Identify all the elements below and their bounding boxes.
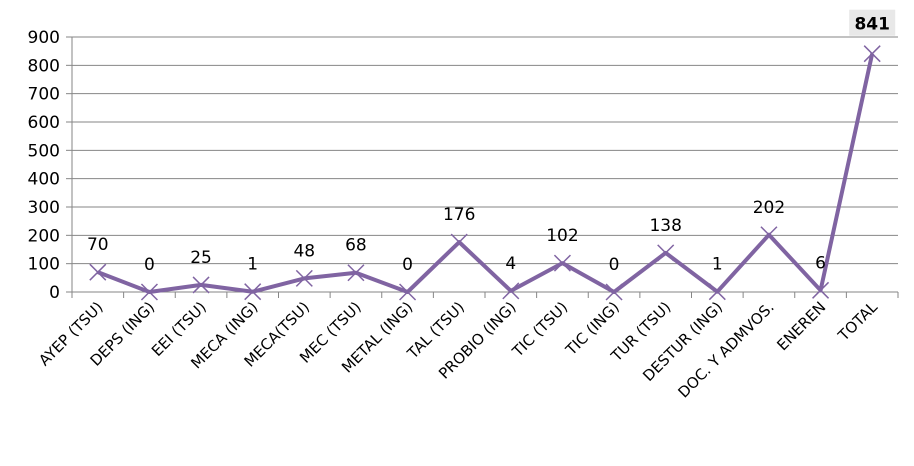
series-markers (89, 45, 881, 301)
y-axis-tick-labels: 0 100 200 300 400 500 600 700 800 900 (28, 28, 60, 303)
x-category-label: TOTAL (834, 298, 882, 346)
data-label: 70 (87, 235, 109, 255)
y-tick-label: 100 (28, 255, 60, 275)
data-point-marker (347, 264, 365, 282)
y-tick-label: 500 (28, 141, 60, 161)
data-label: 4 (505, 254, 516, 274)
axes (71, 37, 899, 298)
data-point-marker (605, 283, 623, 301)
data-point-marker (657, 244, 675, 262)
y-tick-label: 200 (28, 226, 60, 246)
data-point-marker (295, 269, 313, 287)
data-label: 0 (144, 255, 155, 275)
y-tick-label: 900 (28, 28, 60, 48)
data-label: 68 (345, 236, 367, 256)
x-axis-tick-labels: AYEP (TSU)DEPS (ING)EEI (TSU)MECA (ING)M… (35, 298, 881, 402)
data-label: 0 (402, 255, 413, 275)
data-point-marker (812, 281, 830, 299)
data-point-marker (760, 226, 778, 244)
y-tick-label: 400 (28, 170, 60, 190)
data-point-marker (708, 283, 726, 301)
series-line (97, 53, 875, 294)
x-category-label: ENEREN (773, 298, 829, 354)
y-tick-label: 800 (28, 56, 60, 76)
data-label: 48 (293, 241, 315, 261)
data-point-marker (140, 283, 158, 301)
data-label: 202 (753, 198, 785, 218)
x-category-label: TIC (TSU) (508, 298, 571, 361)
data-label: 25 (190, 248, 212, 268)
data-point-marker (244, 283, 262, 301)
data-labels: 70 0 25 1 48 68 0 176 4 102 0 138 1 202 6 841 (87, 9, 896, 275)
data-label: 1 (247, 255, 258, 275)
data-point-marker (89, 263, 107, 281)
data-point-marker (399, 283, 417, 301)
data-label: 138 (649, 216, 681, 236)
data-point-marker (553, 254, 571, 272)
y-tick-label: 600 (28, 113, 60, 133)
total-label-box (849, 9, 896, 36)
data-label: 176 (443, 205, 475, 225)
data-label: 6 (815, 253, 826, 273)
data-label: 1 (712, 255, 723, 275)
data-point-marker (502, 282, 520, 300)
data-label: 841 (854, 15, 890, 35)
data-label: 102 (546, 226, 578, 246)
y-tick-label: 300 (28, 198, 60, 218)
data-point-marker (863, 45, 881, 63)
series-line-group (97, 53, 875, 294)
data-point-marker (192, 276, 210, 294)
x-category-label: DOC. Y ADMVOS. (674, 298, 777, 401)
data-label: 0 (609, 255, 620, 275)
data-point-marker (450, 233, 468, 251)
gridlines (66, 36, 898, 293)
y-tick-label: 700 (28, 85, 60, 105)
y-tick-label: 0 (49, 283, 60, 303)
